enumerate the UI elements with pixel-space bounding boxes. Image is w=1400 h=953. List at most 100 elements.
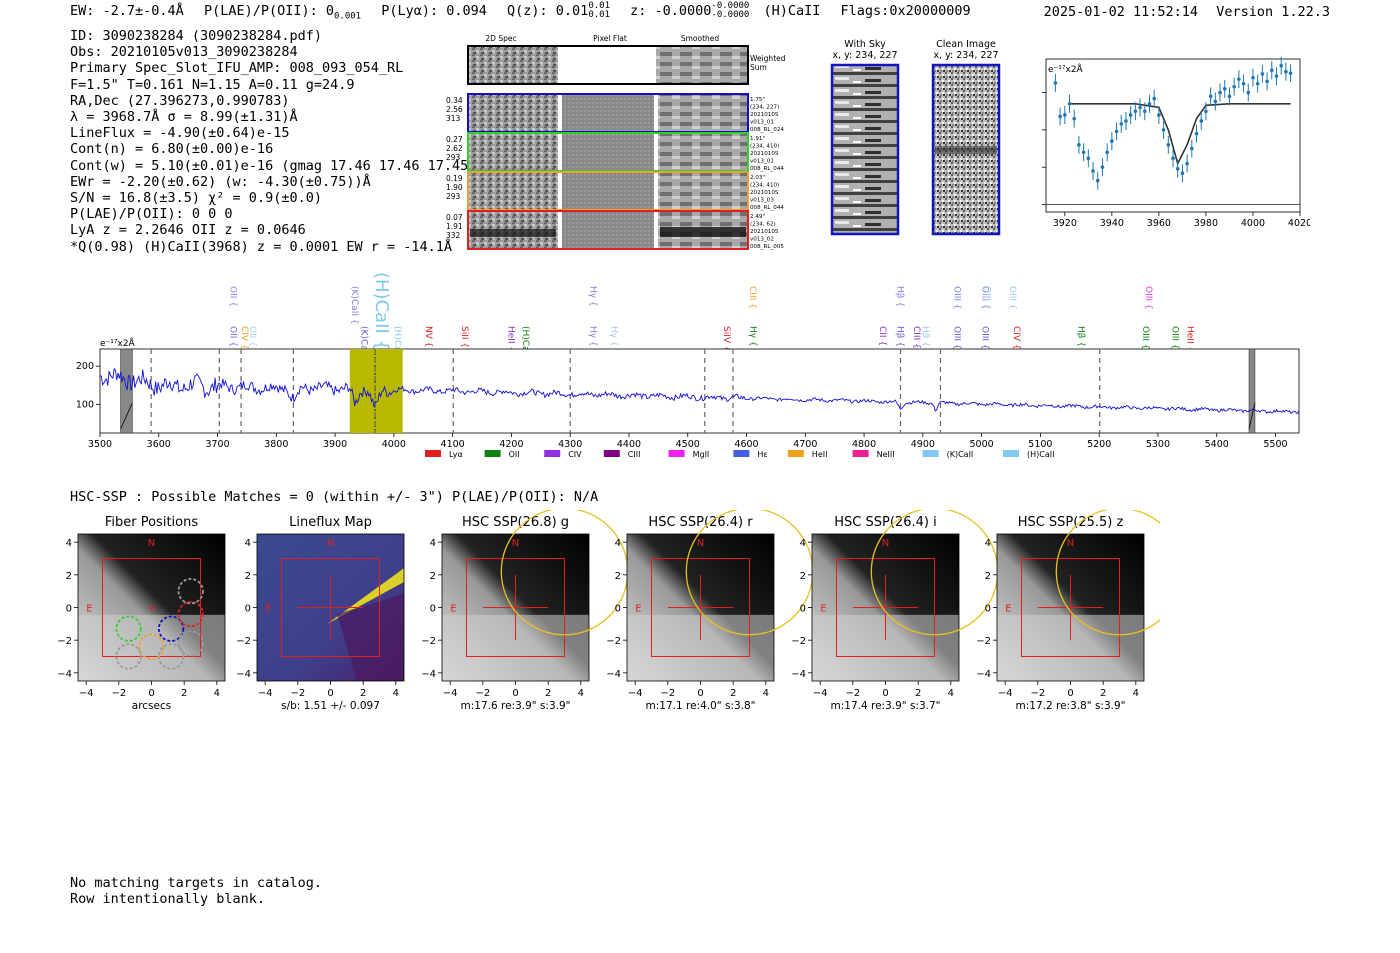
fiber-circle: [115, 643, 142, 670]
weighted-label: Weighted: [750, 54, 786, 63]
east-label: E: [86, 604, 92, 615]
emission-line-label: OIII {: [981, 286, 991, 310]
info-lambda: λ = 3968.7Å σ = 8.99(±1.31)Å: [70, 109, 298, 126]
info-ewr: EWr = -2.20(±0.62) (w: -4.30(±0.75))Å: [70, 173, 371, 190]
legend-swatch: [787, 450, 804, 457]
zoom-data-point: [1081, 150, 1086, 155]
hsc-panel-caption: m:17.4 re:3.9" s:3.7": [831, 700, 941, 712]
center-marker: +: [147, 602, 156, 615]
header-qz: Q(z): 0.01: [507, 3, 589, 19]
hsc-x-tick-label: 2: [360, 688, 366, 699]
masked-region: [1248, 348, 1256, 434]
east-label: E: [820, 604, 826, 615]
hsc-x-tick-label: 4: [578, 688, 584, 699]
header-z-sub: -0.0000: [711, 10, 750, 20]
zoom-x-tick-label: 4000: [1241, 218, 1265, 229]
info-lineflux: LineFlux = -4.90(±0.64)e-15: [70, 125, 290, 142]
cutout-right-value: 008_RL_044: [750, 166, 784, 172]
hsc-y-tick-label: 0: [800, 604, 806, 615]
hsc-x-tick-label: 0: [512, 688, 518, 699]
zoom-data-point: [1274, 74, 1279, 78]
spectra-cutouts: 2D Spec Pixel Flat Smoothed Weighted Sum…: [446, 34, 786, 250]
hsc-x-tick-label: 0: [148, 688, 154, 699]
emission-line-label: NV {: [423, 326, 433, 347]
cutout-right-value: 2.49": [750, 214, 765, 220]
legend-label: Lyα: [449, 450, 463, 459]
hsc-x-tick-label: −2: [475, 688, 490, 699]
east-label: E: [450, 604, 456, 615]
cutout-right-value: 2021010S: [750, 229, 779, 235]
emission-line-label: OII {: [227, 286, 237, 307]
cutout-left-value: 1.90: [446, 183, 463, 192]
hsc-y-tick-label: 4: [245, 538, 251, 549]
zoom-data-point: [1157, 113, 1161, 117]
emission-line-label: OIII {: [952, 326, 962, 350]
hsc-x-tick-label: −4: [443, 688, 458, 699]
zoom-data-point: [1133, 109, 1138, 114]
emission-line-label: Hγ {: [748, 326, 758, 347]
hsc-y-tick-label: 4: [800, 538, 806, 549]
hsc-x-tick-label: −2: [845, 688, 860, 699]
spectrum-plot-frame: [99, 348, 1300, 434]
hsc-x-tick-label: −4: [79, 688, 94, 699]
hsc-y-tick-label: −4: [976, 669, 991, 680]
hsc-panel-caption: m:17.1 re:4.0" s:3.8": [646, 700, 756, 712]
zoom-fit-line: [1069, 103, 1291, 166]
catalog-note: No matching targets in catalog. Row inte…: [70, 875, 322, 907]
hsc-panel-title: Fiber Positions: [105, 515, 198, 530]
spectrum-x-tick-label: 4100: [441, 439, 465, 450]
zoom-unit-label: e⁻¹⁷x2Å: [1048, 63, 1084, 75]
clean-image-title: Clean Image: [936, 39, 996, 50]
emission-line-label: OIII {: [1007, 286, 1017, 310]
header-flags: Flags:0x20000009: [840, 3, 971, 19]
legend-swatch: [544, 450, 561, 457]
with-sky-image: [830, 63, 900, 236]
info-cont-w: Cont(w) = 5.10(±0.01)e-16 (gmag 17.46 17…: [70, 157, 493, 174]
emission-line-label: CIV {: [1011, 326, 1021, 350]
emission-line-label: (H)CaII {: [392, 326, 402, 366]
zoom-data-point: [1204, 109, 1208, 114]
cutout-left-value: 313: [446, 114, 461, 123]
legend-item: Lyα: [425, 450, 463, 459]
emission-line-label: CIII {: [747, 286, 757, 309]
emission-line-label: Hγ {: [608, 326, 618, 347]
spectrum-x-tick-label: 4600: [734, 439, 758, 450]
hsc-panel: Lineflux Map N E −4 −4 −2 −2 0 0 2 2 4 4 s/b: 1.51 +/…: [236, 515, 405, 712]
zoom-data-point: [1208, 94, 1213, 99]
version: Version 1.22.3: [1216, 4, 1330, 20]
hsc-y-tick-label: 2: [800, 571, 806, 582]
legend-label: (K)CaII: [947, 450, 974, 459]
emission-line-label: Hβ {: [920, 326, 930, 347]
hsc-y-tick-label: −4: [606, 669, 621, 680]
emission-line-label: (H)CaII {: [520, 326, 530, 366]
header-ew: EW: -2.7±-0.4Å: [70, 3, 184, 19]
emission-line-label: (H)CaII {: [371, 272, 392, 351]
cutout-left-value: 332: [446, 231, 461, 240]
emission-line-label: CII {: [877, 326, 887, 346]
hsc-y-tick-label: 2: [430, 571, 436, 582]
emission-line-label: Hβ {: [895, 326, 905, 347]
zoom-data-point: [1128, 113, 1133, 117]
spectrum-x-tick-label: 5100: [1028, 439, 1052, 450]
hsc-y-tick-label: 2: [66, 571, 72, 582]
spectrum-x-tick-label: 4200: [499, 439, 523, 450]
masked-hatch: [1248, 402, 1256, 430]
hsc-y-tick-label: −2: [791, 636, 806, 647]
zoom-data-point: [1053, 81, 1058, 85]
emission-line-label: HeII {: [505, 326, 515, 352]
emission-line-label: OII {: [247, 326, 257, 347]
galaxy-ellipse: [1055, 510, 1160, 636]
cutout-left-value: 1.91: [446, 222, 463, 231]
clean-image-coords: x, y: 234, 227: [933, 50, 998, 61]
hsc-y-tick-label: 4: [66, 538, 72, 549]
fiber-circle: [157, 643, 185, 670]
hsc-x-tick-label: 0: [1067, 688, 1073, 699]
spectrum-x-tick-label: 5400: [1205, 439, 1229, 450]
info-id: ID: 3090238284 (3090238284.pdf): [70, 28, 322, 44]
cutout-right-value: 008_RL_044: [750, 205, 784, 211]
emission-line-label: OIII {: [980, 326, 990, 350]
spectrum-x-tick-label: 3900: [323, 439, 347, 450]
hsc-x-tick-label: −4: [258, 688, 273, 699]
spectrum-x-tick-label: 4700: [793, 439, 817, 450]
